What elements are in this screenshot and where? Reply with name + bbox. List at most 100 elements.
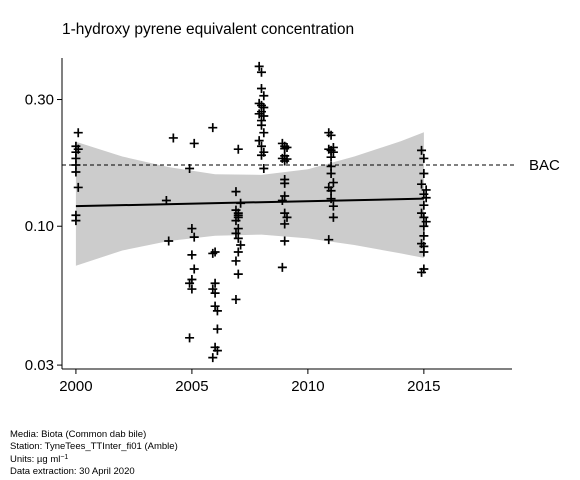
data-point (73, 128, 83, 138)
data-point (233, 247, 243, 257)
data-point (189, 138, 199, 148)
data-point (256, 120, 266, 130)
data-point (254, 61, 264, 71)
footer-extraction: Data extraction: 30 April 2020 (10, 465, 135, 477)
data-point (210, 278, 220, 288)
data-point (236, 240, 246, 250)
reference-label: BAC (529, 157, 560, 174)
data-point (212, 324, 222, 334)
x-tick-label: 2005 (175, 378, 208, 395)
data-point (326, 168, 336, 178)
data-point (189, 264, 199, 274)
data-point (189, 232, 199, 242)
data-point (185, 163, 195, 173)
x-tick-label: 2015 (407, 378, 440, 395)
data-point (259, 91, 269, 101)
chart-footer: Media: Biota (Common dab bile) Station: … (10, 429, 178, 477)
footer-station: Station: TyneTees_TTInter_fi01 (Amble) (10, 440, 178, 452)
data-point (256, 141, 266, 151)
data-point (210, 301, 220, 311)
footer-media: Media: Biota (Common dab bile) (10, 429, 147, 440)
data-points (71, 61, 431, 363)
data-point (236, 198, 246, 208)
data-point (254, 109, 264, 119)
data-point (187, 224, 197, 234)
data-point (254, 136, 264, 146)
data-point (280, 191, 290, 201)
data-point (282, 212, 292, 222)
data-point (212, 346, 222, 356)
axes: 0.03 0.10 0.30 2000 2005 2010 2015 (25, 58, 512, 395)
data-point (256, 150, 266, 160)
data-point (212, 306, 222, 316)
data-point (231, 294, 241, 304)
data-point (71, 167, 81, 177)
data-point (417, 145, 427, 155)
data-point (161, 195, 171, 205)
data-point (208, 353, 218, 363)
y-tick-label: 0.03 (25, 357, 54, 374)
data-point (233, 233, 243, 243)
data-point (326, 186, 336, 196)
confidence-band-area (75, 132, 424, 266)
data-point (328, 147, 338, 157)
data-point (326, 130, 336, 140)
data-point (187, 284, 197, 294)
data-point (233, 224, 243, 234)
data-point (419, 153, 429, 163)
y-tick-label: 0.30 (25, 92, 54, 109)
data-point (417, 267, 427, 277)
footer-units: Units: µg ml−1 (10, 452, 178, 466)
data-point (233, 144, 243, 154)
y-tick-label: 0.10 (25, 218, 54, 235)
data-point (328, 178, 338, 188)
footer-units-exponent: −1 (60, 454, 69, 461)
data-point (208, 248, 218, 258)
data-point (280, 236, 290, 246)
data-point (326, 194, 336, 204)
data-point (259, 128, 269, 138)
data-point (280, 178, 290, 188)
data-point (419, 231, 429, 241)
data-point (73, 144, 83, 154)
data-point (73, 182, 83, 192)
x-tick-label: 2000 (59, 378, 92, 395)
data-point (277, 262, 287, 272)
trend-line-segment (75, 197, 424, 208)
reference-line: BAC (62, 157, 560, 174)
data-point (421, 193, 431, 203)
data-point (277, 195, 287, 205)
chart: 1-hydroxy pyrene equivalent concentratio… (25, 21, 560, 395)
data-point (417, 179, 427, 189)
data-point (210, 288, 220, 298)
data-point (419, 247, 429, 257)
data-point (233, 210, 243, 220)
data-point (256, 67, 266, 77)
data-point (328, 201, 338, 211)
data-point (256, 84, 266, 94)
data-point (185, 278, 195, 288)
data-point (187, 250, 197, 260)
data-point (328, 212, 338, 222)
data-point (233, 269, 243, 279)
data-point (164, 236, 174, 246)
data-point (326, 152, 336, 162)
data-point (280, 219, 290, 229)
chart-title: 1-hydroxy pyrene equivalent concentratio… (62, 21, 354, 38)
footer-units-text: Units: µg ml (10, 454, 61, 465)
data-point (324, 235, 334, 245)
data-point (208, 123, 218, 133)
data-point (259, 163, 269, 173)
data-point (419, 200, 429, 210)
data-point (280, 156, 290, 166)
data-point (71, 216, 81, 226)
data-point (231, 187, 241, 197)
x-tick-label: 2010 (291, 378, 324, 395)
data-point (421, 217, 431, 227)
confidence-band (75, 132, 424, 266)
data-point (185, 333, 195, 343)
data-point (419, 168, 429, 178)
data-point (231, 216, 241, 226)
trend-line (75, 197, 424, 208)
data-point (231, 228, 241, 238)
